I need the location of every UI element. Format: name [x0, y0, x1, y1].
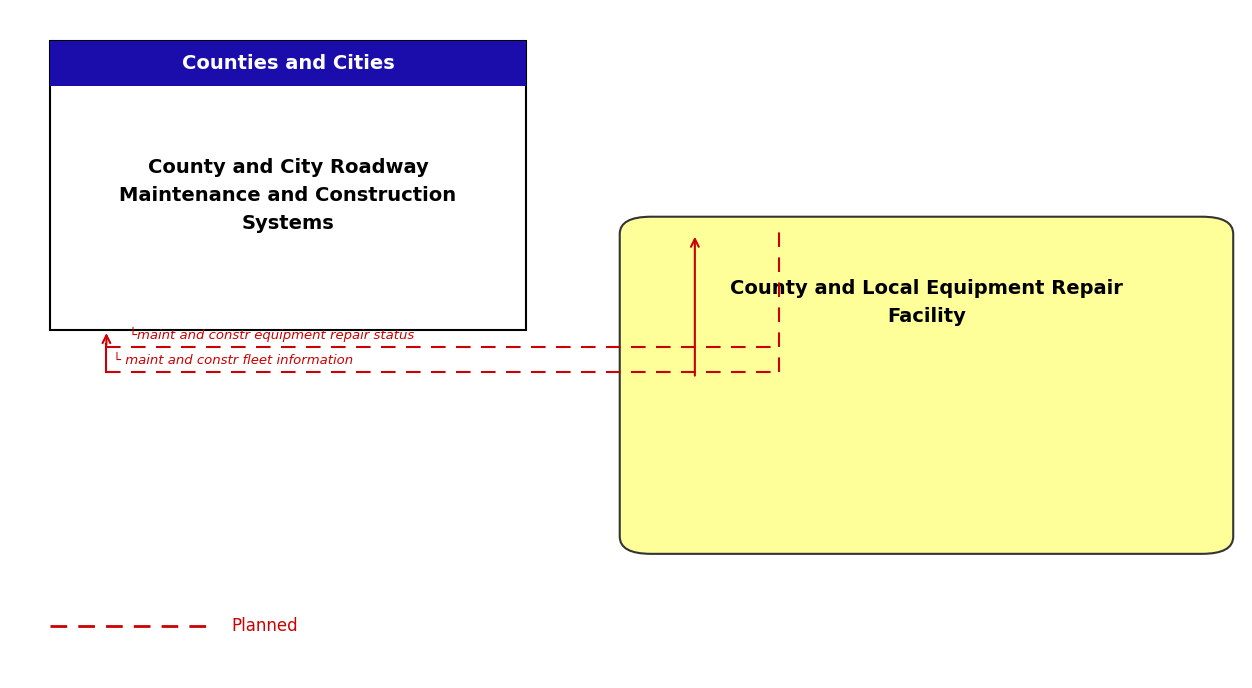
Text: └ maint and constr fleet information: └ maint and constr fleet information: [113, 354, 353, 367]
FancyBboxPatch shape: [620, 217, 1233, 554]
FancyBboxPatch shape: [50, 41, 526, 86]
FancyBboxPatch shape: [50, 41, 526, 330]
Text: County and City Roadway
Maintenance and Construction
Systems: County and City Roadway Maintenance and …: [119, 158, 457, 233]
Text: County and Local Equipment Repair
Facility: County and Local Equipment Repair Facili…: [730, 279, 1123, 326]
Text: └maint and constr equipment repair status: └maint and constr equipment repair statu…: [129, 327, 414, 342]
Text: Planned: Planned: [232, 617, 298, 635]
Text: Counties and Cities: Counties and Cities: [182, 54, 394, 73]
